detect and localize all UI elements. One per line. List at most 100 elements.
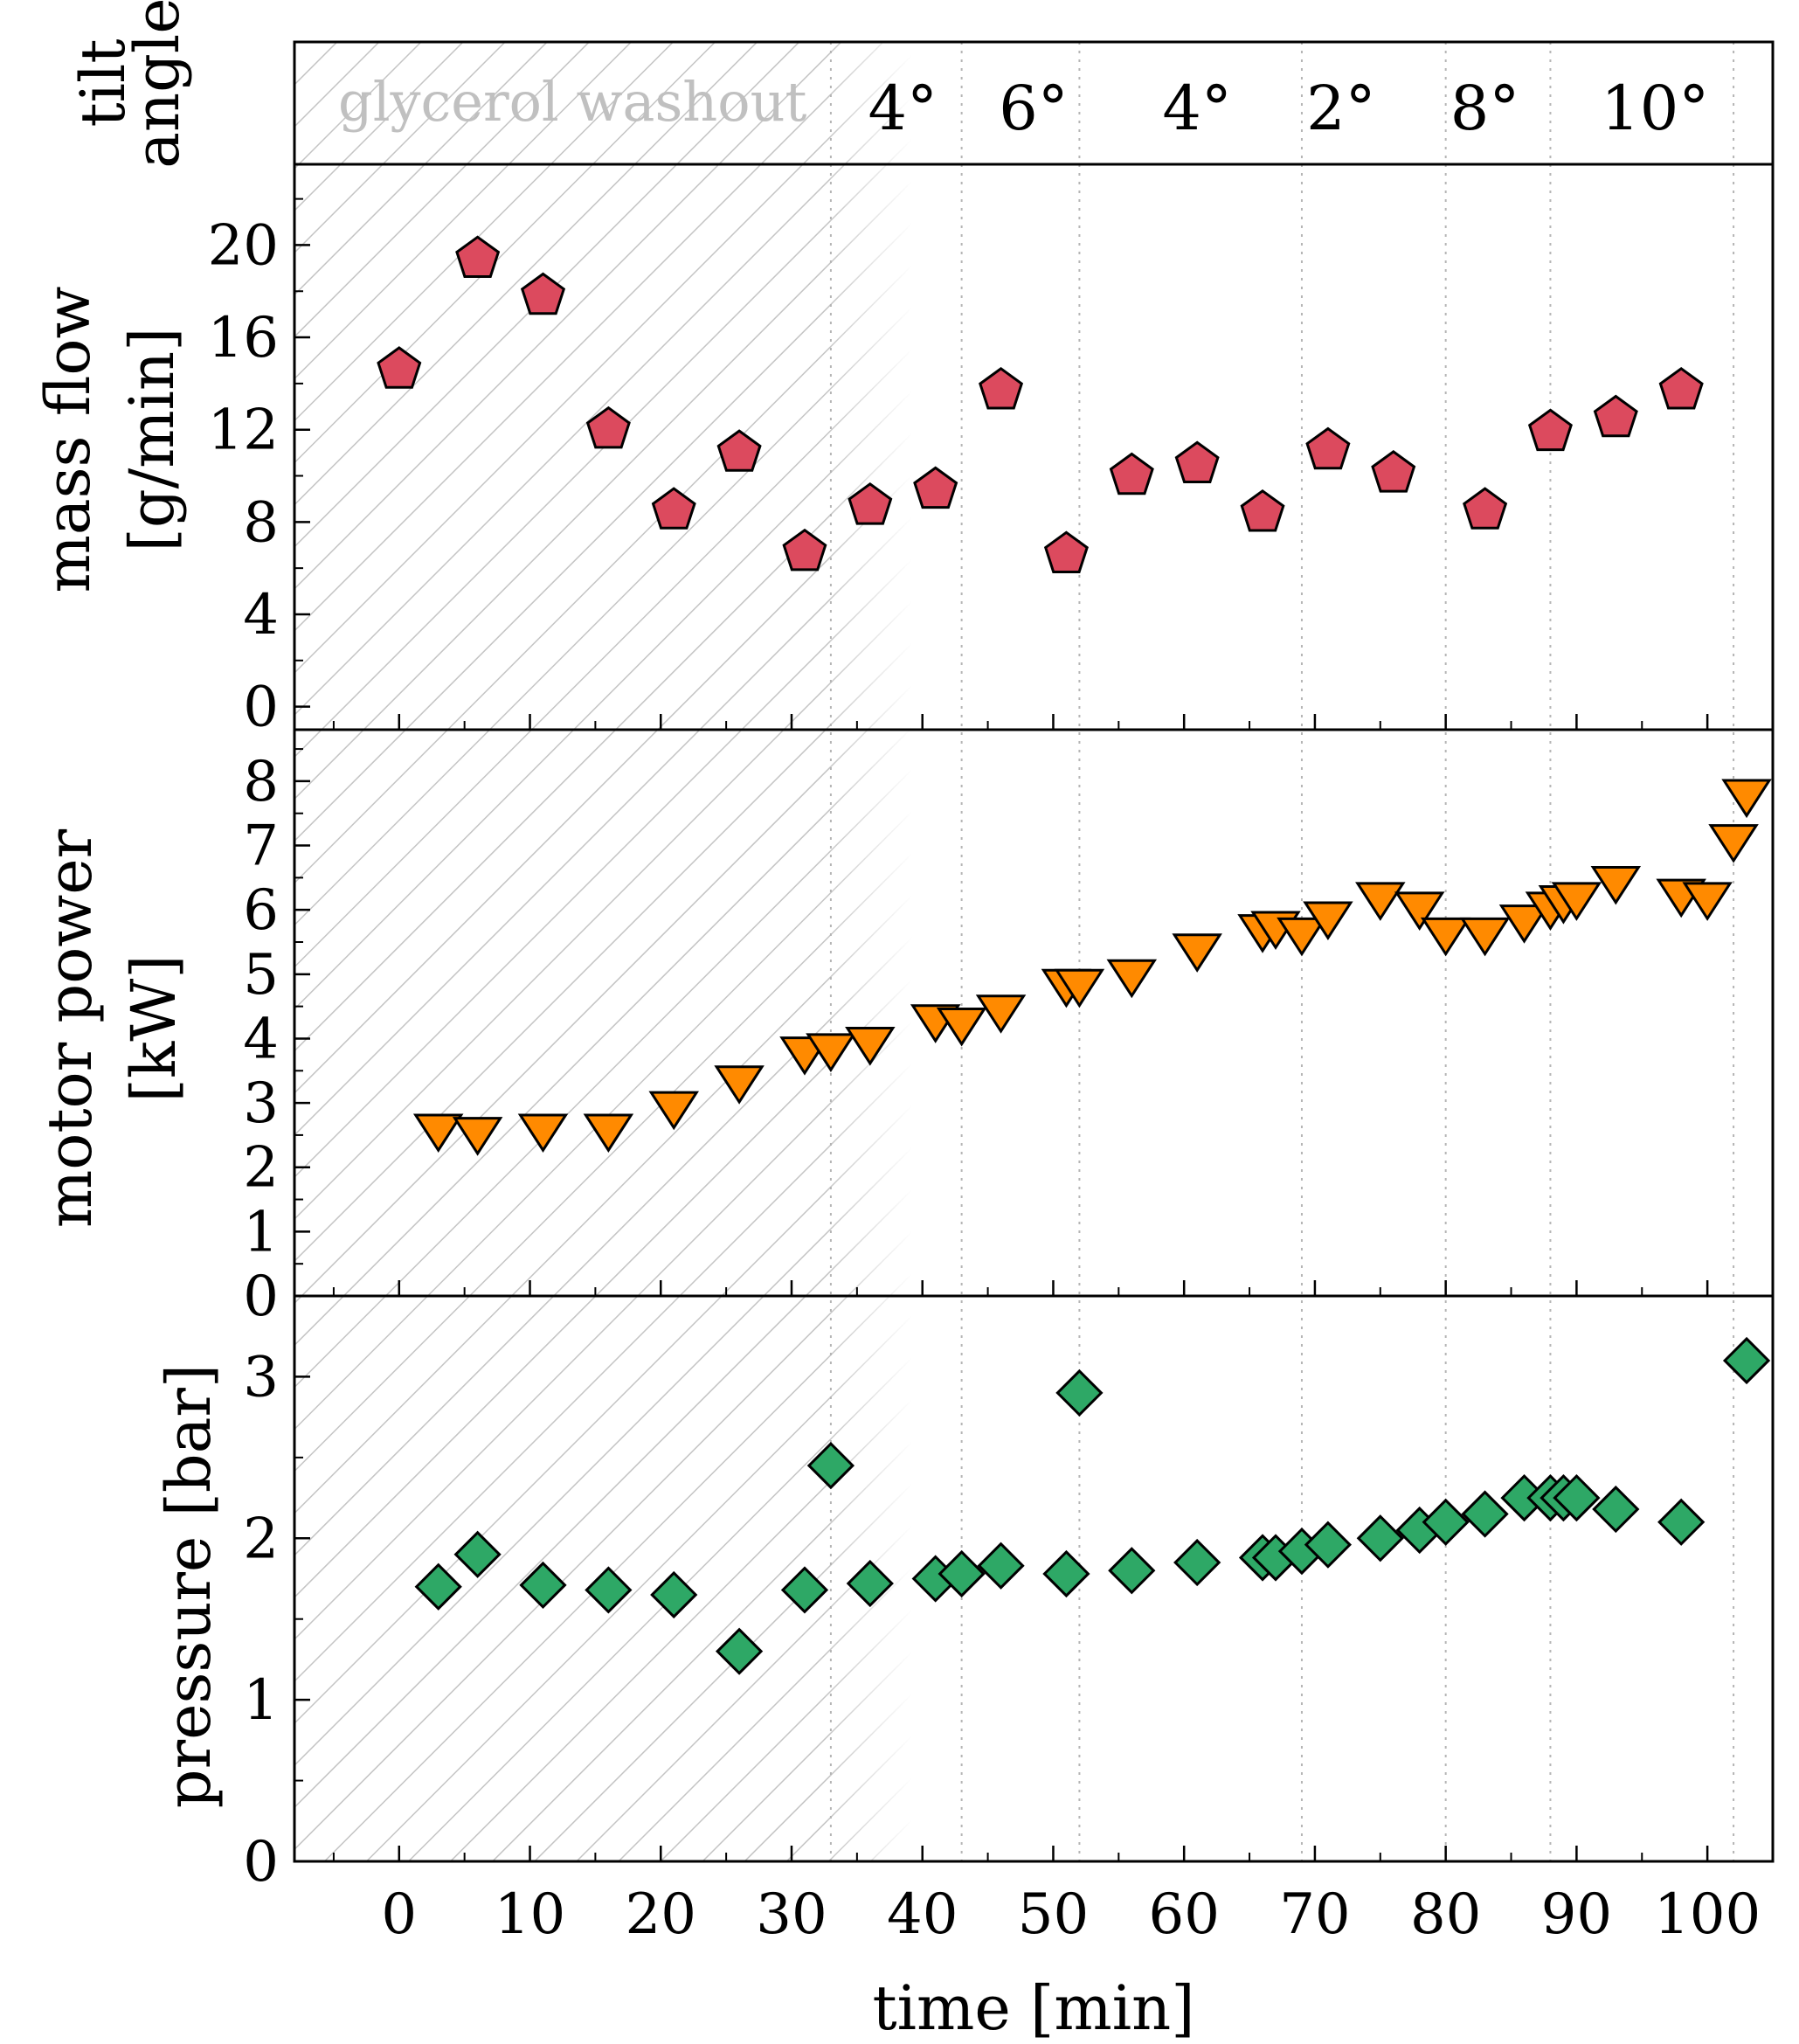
x-tick-label: 100 [1654, 1882, 1761, 1947]
pressure-marker [846, 1559, 894, 1608]
pressure-y-tick-label: 2 [243, 1507, 279, 1571]
pressure-y-tick-label: 0 [243, 1830, 279, 1895]
motor-power-marker [1054, 968, 1105, 1008]
mass-flow-marker [979, 366, 1024, 410]
chart-text: glycerol washout 4° 6° 4° 2° 8° 10° tilt… [32, 0, 1761, 2044]
mass-flow-marker [455, 235, 501, 278]
x-tick-label: 90 [1541, 1882, 1612, 1947]
motor-power-marker [1277, 917, 1327, 957]
pressure-marker [453, 1530, 502, 1578]
mass-flow-y-tick-label: 16 [208, 306, 279, 371]
pressure-marker [1356, 1514, 1404, 1562]
mass-flow-marker [913, 466, 958, 509]
mass-flow-marker [1174, 440, 1220, 483]
motor-power-marker [517, 1113, 569, 1154]
motor-power-y-tick-label: 6 [243, 878, 279, 943]
mass-flow-marker [1527, 408, 1573, 452]
pressure-y-tick-label: 1 [243, 1668, 279, 1733]
motor-power-axis-title-line1: motor power [34, 828, 106, 1228]
axis-ticks [294, 197, 1709, 1863]
tilt-axis-title-line1: tilt [67, 38, 139, 127]
pressure-panel-frame [293, 1294, 1775, 1863]
pressure-marker [519, 1561, 567, 1610]
panel-frames [293, 40, 1775, 1863]
washout-hatch [294, 42, 831, 1861]
motor-power-marker [806, 1033, 856, 1072]
washout-hatch-region [294, 42, 914, 1861]
x-tick-label: 50 [1018, 1882, 1089, 1947]
tilt-label-2: 6° [999, 73, 1069, 144]
mass-flow-marker [377, 346, 422, 389]
x-tick-label: 70 [1279, 1882, 1350, 1947]
motor-power-marker [1590, 865, 1642, 905]
motor-power-marker [714, 1065, 765, 1105]
pressure-marker [1304, 1521, 1353, 1569]
mass-flow-marker [651, 487, 696, 530]
motor-power-marker [936, 1007, 987, 1047]
mass-flow-y-tick-label: 12 [208, 398, 279, 463]
mass-flow-axis-title-line1: mass flow [32, 287, 104, 593]
x-tick-label: 80 [1410, 1882, 1481, 1947]
motor-power-marker [1355, 882, 1406, 921]
mass-flow-y-tick-label: 0 [243, 676, 279, 740]
motor-power-y-tick-label: 7 [243, 814, 279, 879]
pressure-marker [1042, 1549, 1090, 1598]
motor-power-marker [1106, 959, 1158, 999]
motor-power-axis-title-line2: [kW] [118, 955, 190, 1103]
mass-flow-y-tick-label: 20 [208, 213, 279, 278]
pressure-marker [1461, 1490, 1509, 1538]
pressure-axis-title: pressure [bar] [153, 1364, 225, 1808]
pressure-marker [1657, 1498, 1706, 1546]
tilt-axis-title-line2: angle [121, 0, 193, 169]
mass-flow-axis-title-line2: [g/min] [116, 328, 188, 552]
mass-flow-marker [1463, 487, 1508, 530]
washout-label: glycerol washout [338, 70, 807, 134]
pressure-marker [977, 1542, 1025, 1590]
x-tick-label: 60 [1148, 1882, 1219, 1947]
pressure-marker [585, 1566, 633, 1614]
motor-power-marker [1172, 933, 1222, 973]
washout-hatch-fade [830, 42, 914, 1861]
pressure-marker [650, 1570, 698, 1619]
mass-flow-marker [782, 528, 827, 572]
mass-flow-marker [1658, 366, 1704, 410]
motor-power-marker [648, 1091, 699, 1131]
x-axis-title: time [min] [872, 1972, 1194, 2044]
mass-flow-marker [1109, 452, 1154, 495]
data-markers [377, 235, 1772, 1675]
mass-flow-marker [716, 429, 762, 472]
mass-flow-y-tick-label: 4 [243, 583, 279, 648]
mass-flow-y-tick-label: 8 [243, 490, 279, 555]
motor-power-marker [845, 1027, 896, 1066]
tilt-label-6: 10° [1601, 73, 1709, 144]
pressure-marker [1055, 1368, 1104, 1417]
motor-power-y-tick-label: 2 [243, 1136, 279, 1201]
motor-power-marker [412, 1113, 464, 1154]
motor-power-y-tick-label: 5 [243, 943, 279, 1008]
motor-power-marker [1498, 904, 1550, 944]
x-tick-label: 0 [381, 1882, 417, 1947]
motor-power-y-tick-label: 0 [243, 1265, 279, 1329]
pressure-marker [1108, 1547, 1156, 1595]
mass-flow-marker [848, 482, 893, 525]
x-tick-label: 10 [495, 1882, 565, 1947]
motor-power-y-tick-label: 3 [243, 1071, 279, 1136]
motor-power-marker [1303, 901, 1353, 941]
tilt-label-4: 2° [1306, 73, 1376, 144]
pressure-y-tick-label: 3 [243, 1345, 279, 1410]
mass-flow-marker [1043, 530, 1089, 573]
motor-power-marker [1459, 917, 1511, 957]
motor-power-marker [452, 1117, 503, 1156]
motor-power-marker [1394, 891, 1445, 931]
motor-power-marker [1551, 882, 1602, 921]
pressure-marker [1722, 1336, 1771, 1385]
tilt-label-3: 4° [1162, 73, 1232, 144]
motor-power-marker [583, 1113, 634, 1154]
mass-flow-marker [1240, 488, 1285, 532]
tilt-label-1: 4° [868, 73, 938, 144]
motor-power-marker [1420, 917, 1471, 957]
motor-power-y-tick-label: 1 [243, 1200, 279, 1265]
pressure-marker [414, 1562, 462, 1611]
x-tick-label: 30 [756, 1882, 827, 1947]
